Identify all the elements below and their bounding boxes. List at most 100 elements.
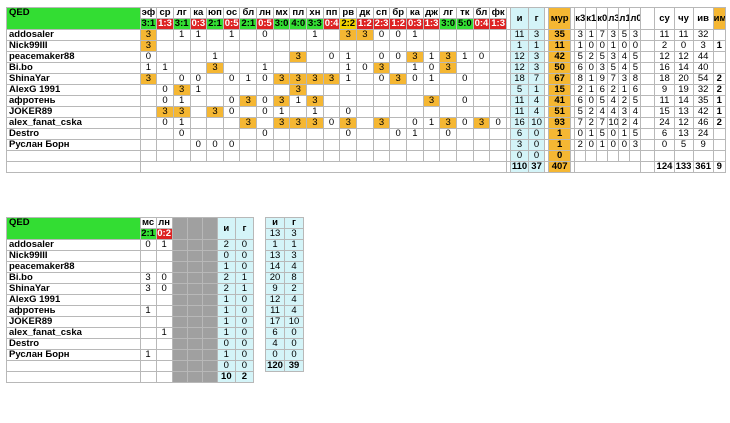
result-cell: 0 — [339, 106, 358, 118]
stat-cell: 8 — [574, 73, 587, 85]
match-score: 2:1 — [139, 228, 157, 240]
result-cell — [139, 150, 158, 162]
stat-cell: 32 — [692, 29, 714, 41]
stat-header: и — [216, 217, 236, 240]
stat-cell: 1 — [585, 84, 598, 96]
stat-cell: 11 — [548, 40, 572, 52]
result-cell — [439, 150, 457, 162]
result-cell — [156, 51, 174, 63]
stat-cell: 9 — [654, 84, 675, 96]
result-cell — [206, 150, 224, 162]
stat-cell: 2 — [585, 117, 598, 129]
result-cell — [139, 316, 157, 328]
opponent-header: лг — [172, 7, 191, 19]
result-cell — [172, 40, 191, 52]
stat-cell: 0 — [265, 349, 285, 361]
stat-cell: 12 — [673, 51, 694, 63]
result-cell: 3 — [372, 62, 391, 74]
player-name: ShinaYar — [6, 73, 141, 85]
result-cell: 0 — [189, 73, 208, 85]
result-cell: 1 — [422, 51, 441, 63]
result-cell — [372, 139, 391, 151]
result-cell — [356, 51, 374, 63]
match-score: 0:3 — [189, 18, 208, 30]
result-cell: 3 — [322, 73, 341, 85]
result-cell — [422, 139, 441, 151]
match-score: 3:1 — [139, 18, 158, 30]
result-cell — [439, 95, 457, 107]
result-cell — [456, 139, 474, 151]
result-cell: 0 — [156, 117, 174, 129]
gray-block — [186, 327, 203, 339]
result-cell: 3 — [172, 106, 191, 118]
stat-cell: 0 — [234, 239, 255, 251]
result-cell: 0 — [222, 73, 241, 85]
opponent-header: лн — [256, 7, 274, 19]
stat-cell: 0 — [548, 150, 572, 162]
result-cell: 1 — [339, 73, 358, 85]
result-cell: 0 — [472, 51, 491, 63]
opponent-header: пл — [289, 7, 308, 19]
result-cell — [472, 106, 491, 118]
stat-cell: 24 — [692, 128, 714, 140]
result-cell: 1 — [172, 117, 191, 129]
stat-cell: 5 — [629, 128, 642, 140]
stat-cell: 3 — [607, 29, 620, 41]
stat-header: л0 — [629, 7, 642, 30]
table-row: 13 3 — [265, 250, 304, 262]
gray-block — [186, 360, 203, 372]
stat-cell: 0 — [216, 360, 236, 372]
stat-cell: 5 — [596, 95, 609, 107]
stat-cell: 1 — [712, 106, 727, 118]
stat-cell: 4 — [265, 338, 285, 350]
match-score: 2:1 — [239, 18, 258, 30]
opponent-header: бл — [472, 7, 491, 19]
result-cell: 0 — [456, 73, 474, 85]
result-cell — [156, 128, 174, 140]
result-cell — [239, 62, 258, 74]
match-score: 3:0 — [272, 18, 291, 30]
player-name: addosaler — [6, 29, 141, 41]
stat-cell: 12 — [509, 62, 530, 74]
result-cell: 3 — [156, 106, 174, 118]
result-cell — [155, 305, 173, 317]
player-name: AlexG 1991 — [6, 84, 141, 96]
result-cell — [372, 128, 391, 140]
table-row: AlexG 1991 0 3 1 3 5 1 15 2 1 6 2 1 6 9 19 32 2 — [6, 84, 727, 96]
stat-cell: 0 — [234, 327, 255, 339]
gray-block — [186, 338, 203, 350]
result-cell — [356, 40, 374, 52]
result-cell: 0 — [322, 117, 341, 129]
result-cell: 1 — [289, 95, 308, 107]
gray-block — [171, 316, 188, 328]
result-cell: 0 — [422, 62, 441, 74]
result-cell — [156, 150, 174, 162]
stat-cell: 16 — [509, 117, 530, 129]
opponent-header: бл — [239, 7, 258, 19]
stat-cell: 6 — [265, 327, 285, 339]
stat-header: г — [528, 7, 546, 30]
result-cell — [389, 150, 408, 162]
stat-cell: 4 — [607, 95, 620, 107]
stat-cell: 0 — [284, 327, 304, 339]
stat-cell: 1 — [712, 95, 727, 107]
player-name: AlexG 1991 — [6, 294, 141, 306]
stat-cell: 5 — [629, 51, 642, 63]
stat-cell: 0 — [618, 40, 631, 52]
table-row: alex_fanat_cska 0 1 3 3 3 3 0 3 3 0 1 3 0 3 0 16 10 93 7 2 7 1… — [6, 117, 727, 129]
stat-cell: 0 — [284, 349, 304, 361]
stat-cell: 11 — [509, 106, 530, 118]
header-row: QED эф ср лг ка юп ос бл лн мх пл хн пп … — [6, 7, 727, 30]
result-cell — [139, 250, 157, 262]
spacer-cell — [640, 84, 656, 96]
spacer-cell — [640, 106, 656, 118]
gray-block — [186, 294, 203, 306]
result-cell — [206, 84, 224, 96]
result-cell: 1 — [256, 62, 274, 74]
stat-cell: 7 — [528, 73, 546, 85]
gray-block — [201, 338, 218, 350]
stat-cell: 2 — [574, 84, 587, 96]
